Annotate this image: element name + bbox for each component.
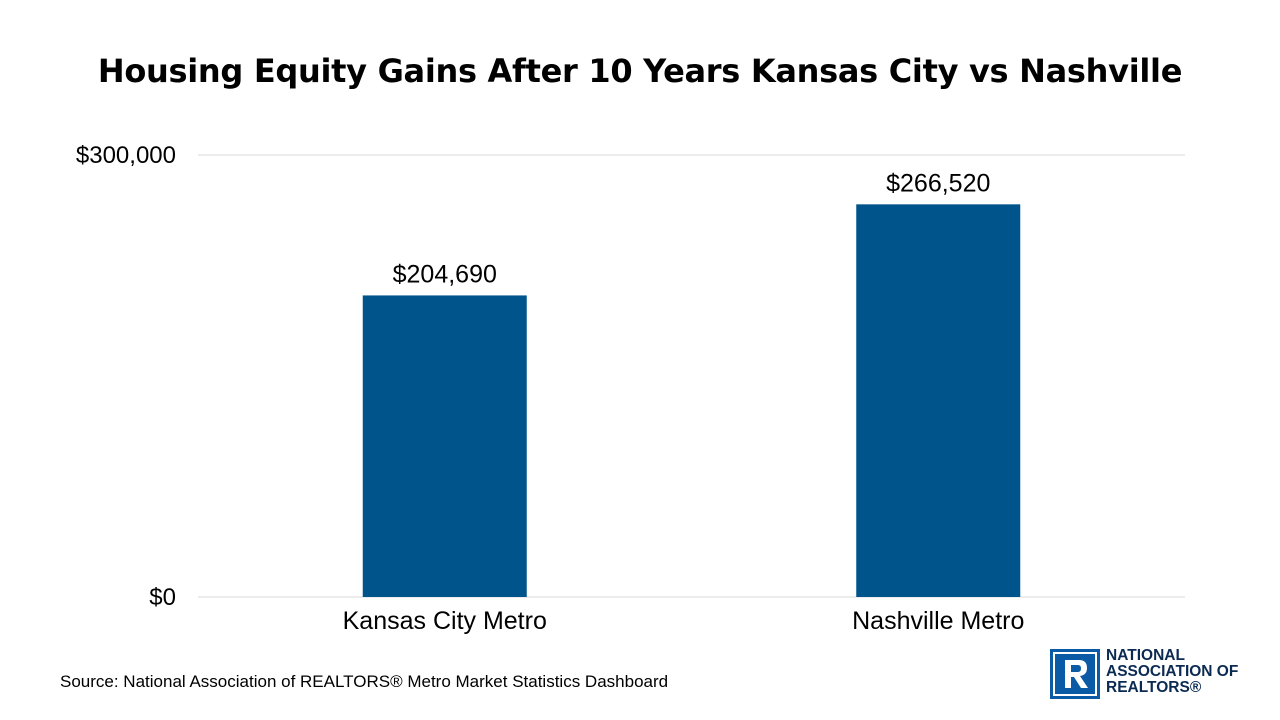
y-tick-label: $300,000 (76, 142, 176, 169)
x-tick-label: Nashville Metro (852, 607, 1024, 635)
bar (856, 204, 1021, 597)
bar (362, 295, 527, 597)
source-note: Source: National Association of REALTORS… (60, 672, 669, 691)
logo-line: NATIONAL (1106, 647, 1185, 664)
data-label: $204,690 (393, 260, 497, 288)
chart-title: Housing Equity Gains After 10 Years Kans… (97, 52, 1183, 90)
data-label: $266,520 (886, 169, 990, 197)
logo-line: ASSOCIATION OF (1106, 663, 1239, 680)
y-tick-label: $0 (149, 584, 176, 611)
nar-logo: NATIONAL ASSOCIATION OF REALTORS® (1050, 648, 1265, 702)
x-tick-label: Kansas City Metro (343, 607, 547, 635)
realtor-r-logo-icon (1050, 649, 1100, 699)
logo-wordmark: NATIONAL ASSOCIATION OF REALTORS® (1106, 648, 1238, 696)
logo-line: REALTORS® (1106, 679, 1202, 696)
